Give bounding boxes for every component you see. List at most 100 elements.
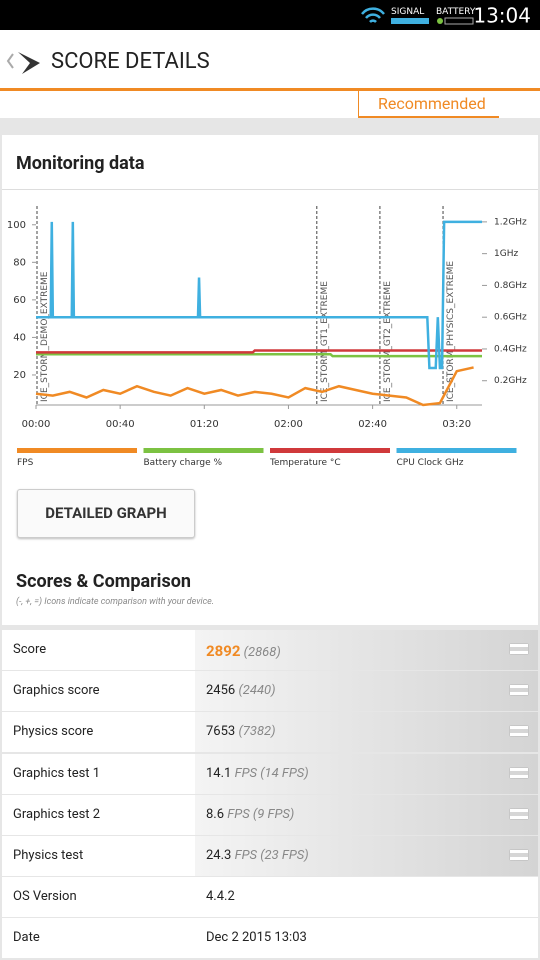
legend-label: Battery charge %	[144, 458, 223, 468]
test-marker-label: ICE_STORM_PHYSICS_EXTREME	[446, 261, 456, 402]
legend-label: CPU Clock GHz	[397, 458, 464, 468]
row-value: 14.1 FPS (14 FPS)	[206, 766, 309, 781]
x-tick-label: 00:00	[22, 419, 51, 430]
row-value: 24.3 FPS (23 FPS)	[206, 848, 309, 863]
tab-label: Recommended	[378, 94, 486, 113]
legend-swatch	[17, 448, 137, 453]
back-arrow	[6, 53, 14, 69]
comparison: (2868)	[243, 645, 281, 660]
equal-icon	[510, 644, 528, 654]
value: 2456	[206, 683, 236, 699]
row-label: Graphics test 2	[13, 806, 101, 822]
value: Dec 2 2015 13:03	[206, 930, 307, 946]
legend-label: FPS	[17, 458, 34, 468]
signal-label: SIGNAL	[391, 7, 424, 17]
row-label: Date	[13, 930, 40, 946]
score-row: Graphics test 1 14.1 FPS (14 FPS)	[2, 753, 538, 794]
y2-tick-label: 0.6GHz	[494, 313, 527, 323]
x-tick-label: 00:40	[106, 419, 135, 430]
row-value-cell: 2892 (2868)	[195, 630, 538, 670]
value: 8.6	[206, 806, 225, 822]
row-value: 7653 (7382)	[206, 724, 276, 739]
legend-swatch	[270, 448, 390, 453]
section-subtitle: (-, +, =) Icons indicate comparison with…	[16, 597, 215, 607]
app-logo	[18, 52, 40, 74]
row-label: OS Version	[13, 889, 77, 905]
row-value-cell: 8.6 FPS (9 FPS)	[195, 794, 538, 835]
comparison: FPS (23 FPS)	[234, 848, 309, 863]
status-bar: SIGNAL BATTERY 13:04	[0, 0, 540, 30]
comparison: FPS (14 FPS)	[234, 765, 309, 781]
score-row: Physics score 7653 (7382)	[2, 712, 538, 753]
series-line	[36, 349, 482, 354]
row-value-cell: 7653 (7382)	[195, 712, 538, 753]
row-label: Physics score	[13, 724, 94, 740]
row-label: Score	[13, 642, 47, 657]
value: 24.3	[206, 848, 232, 863]
row-value: 8.6 FPS (9 FPS)	[206, 807, 294, 822]
legend-label: Temperature °C	[269, 458, 341, 468]
score-row: Graphics test 2 8.6 FPS (9 FPS)	[2, 794, 538, 835]
battery-meter	[444, 17, 474, 25]
detailed-graph-button[interactable]: DETAILED GRAPH	[17, 489, 195, 538]
x-tick-label: 01:20	[190, 419, 219, 430]
value: 7653	[206, 724, 236, 740]
test-marker-label: ICE_STORM_GT2_EXTREME	[383, 281, 393, 402]
battery-label: BATTERY	[436, 7, 476, 17]
tab-strip: Recommended	[0, 91, 540, 118]
value: 4.4.2	[206, 889, 235, 905]
row-label: Graphics score	[13, 683, 100, 699]
score-row: Physics test 24.3 FPS (23 FPS)	[2, 836, 538, 876]
tab[interactable]: Recommended	[358, 91, 499, 118]
comparison: (2440)	[238, 683, 276, 699]
y-tick-label: 20	[13, 370, 26, 381]
legend-swatch	[396, 448, 517, 453]
row-value-cell: 24.3 FPS (23 FPS)	[195, 836, 538, 876]
row-label: Physics test	[13, 848, 84, 863]
row-value-cell: 2456 (2440)	[195, 671, 538, 712]
y2-tick-label: 1GHz	[494, 249, 518, 259]
comparison: FPS (9 FPS)	[227, 806, 295, 822]
equal-icon	[510, 850, 528, 860]
section-title: Monitoring data	[16, 153, 145, 174]
test-marker-label: ICE_STORM_DEMO_EXTREME	[40, 271, 50, 402]
y2-tick-label: 0.2GHz	[494, 376, 527, 386]
score-row: Graphics score 2456 (2440)	[2, 671, 538, 712]
equal-icon	[510, 726, 528, 737]
x-tick-label: 03:20	[442, 419, 471, 430]
signal-meter	[391, 18, 429, 24]
y2-tick-label: 1.2GHz	[494, 217, 527, 227]
row-value-cell: 4.4.2	[195, 877, 538, 917]
monitoring-chart: 20 40 60 80 100 0.2GHz 0.4GHz 0.6GHz 0.8GHz 1GHz 1…	[7, 206, 527, 468]
wifi-icon	[361, 7, 385, 23]
row-value-cell: Dec 2 2015 13:03	[195, 918, 538, 958]
equal-icon	[510, 767, 528, 778]
x-tick-label: 02:40	[358, 419, 387, 430]
score-row: Date Dec 2 2015 13:03	[2, 918, 538, 959]
row-value: 4.4.2	[206, 889, 235, 904]
score-row: OS Version 4.4.2	[2, 877, 538, 918]
series-line	[36, 220, 482, 370]
back-button[interactable]	[0, 30, 50, 88]
page-title: SCORE DETAILS	[51, 49, 210, 74]
y-tick-label: 60	[13, 295, 26, 306]
row-value: 2892 (2868)	[206, 642, 281, 660]
value: 14.1	[206, 765, 232, 781]
comparison: (7382)	[238, 724, 276, 740]
series-line	[36, 353, 482, 358]
test-marker-label: ICE_STORM_GT1_EXTREME	[320, 281, 330, 402]
battery-dot	[437, 18, 443, 24]
y-tick-label: 40	[13, 332, 26, 343]
y-tick-label: 80	[13, 257, 26, 268]
app-header: SCORE DETAILS	[0, 30, 540, 91]
button-label: DETAILED GRAPH	[45, 504, 167, 522]
row-value-cell: 14.1 FPS (14 FPS)	[195, 753, 538, 794]
equal-icon	[510, 685, 528, 696]
row-label: Graphics test 1	[13, 765, 101, 781]
y-tick-label: 100	[7, 220, 26, 231]
clock: 13:04	[473, 4, 531, 28]
divider	[2, 189, 538, 190]
y2-tick-label: 0.4GHz	[494, 344, 527, 354]
value: 2892	[206, 642, 241, 660]
